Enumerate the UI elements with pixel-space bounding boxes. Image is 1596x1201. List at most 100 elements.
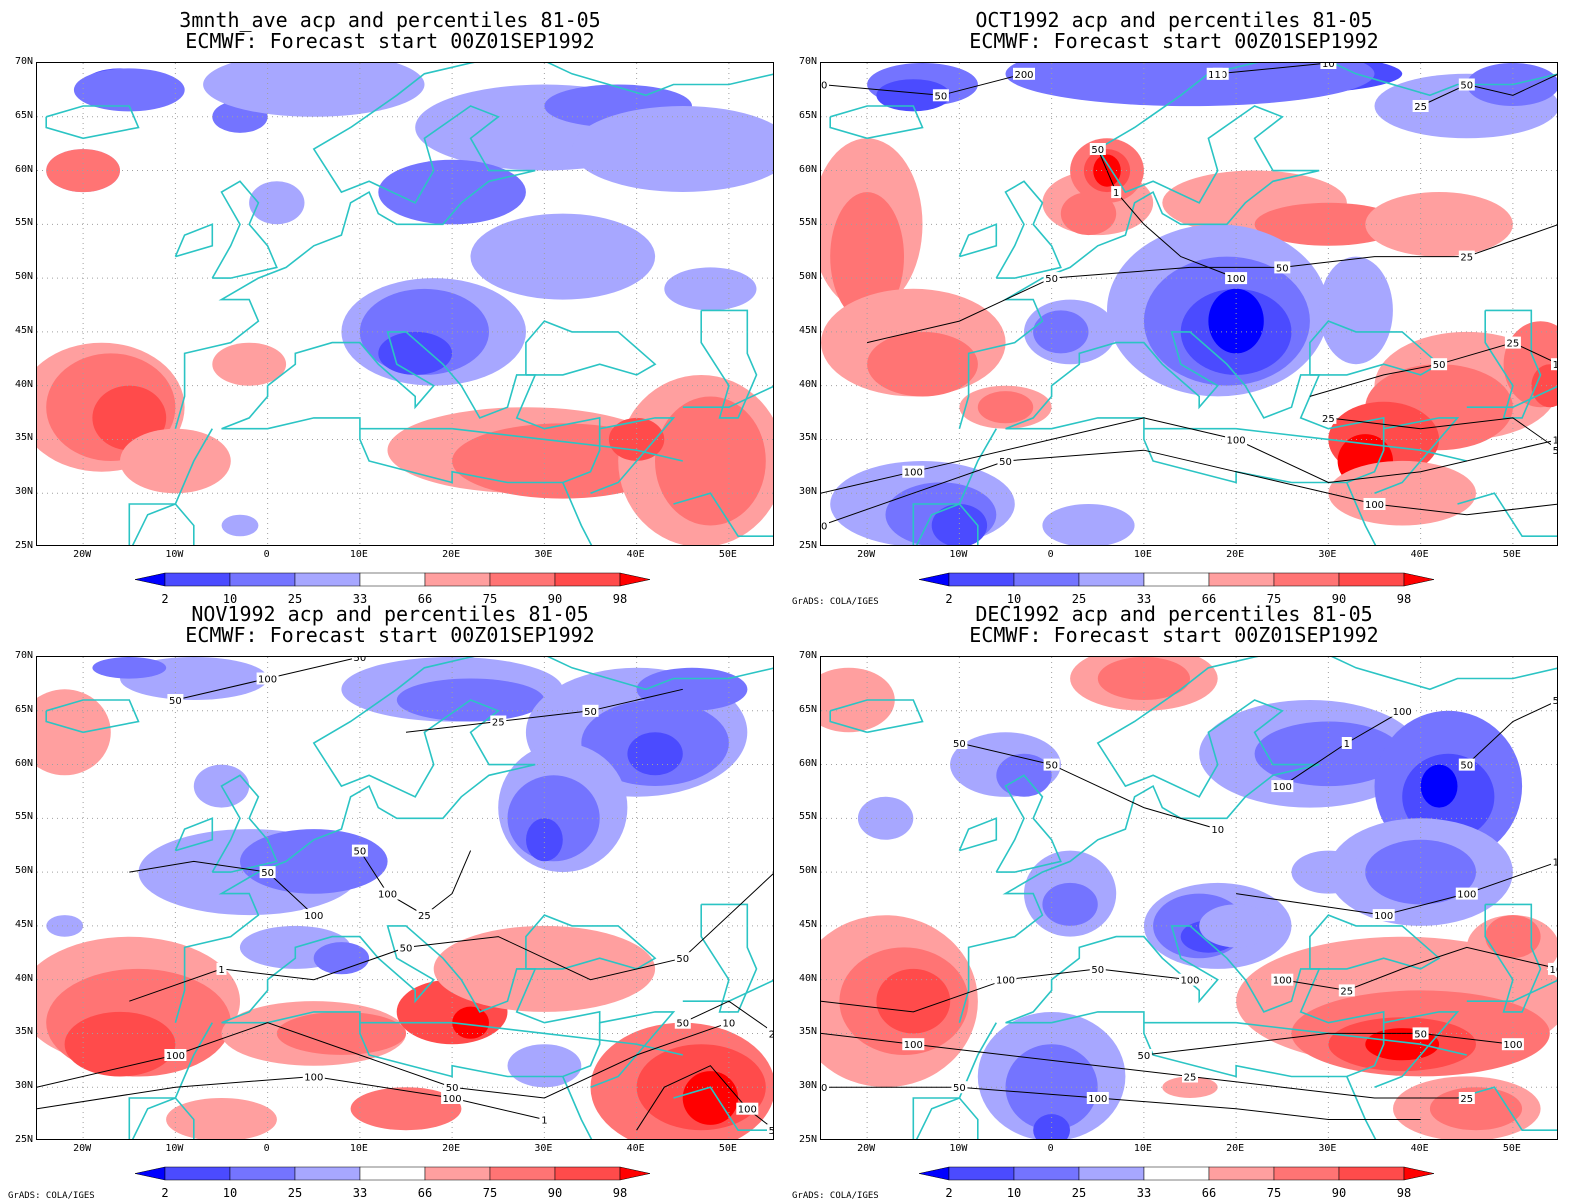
contour-line <box>866 224 1557 344</box>
contour-label-bg <box>1320 411 1337 424</box>
longitude-tick-label: 0 <box>1047 1143 1054 1154</box>
colorbar-label: 66 <box>417 1186 433 1200</box>
longitude-tick-label: 20W <box>73 1143 92 1154</box>
colorbar-label: 10 <box>222 1186 238 1200</box>
coastline-path <box>682 385 773 408</box>
coastline-path <box>221 925 601 1078</box>
longitude-tick-label: 0 <box>263 549 270 560</box>
contour-label-bg <box>1431 358 1448 371</box>
latitude-tick-label: 30N <box>798 486 817 498</box>
longitude-tick-label: 20E <box>1226 549 1245 560</box>
contour-label-bg <box>1111 186 1122 199</box>
contour-label-bg <box>767 1124 773 1137</box>
coastline-path <box>562 1076 593 1139</box>
colorbar-label: 33 <box>1136 1186 1152 1200</box>
contour-label: 10 <box>723 1019 736 1030</box>
colorbar-box <box>554 1166 621 1181</box>
contour-label-bg <box>1043 272 1060 285</box>
shading-blob <box>73 68 185 112</box>
contour-label-bg <box>1089 143 1106 155</box>
latitude-tick-label: 70N <box>798 650 817 661</box>
contour-label-bg <box>416 909 433 922</box>
colorbar-box <box>554 572 621 587</box>
shading-blob <box>1005 63 1375 107</box>
coastline-path <box>1484 903 1542 1013</box>
contour-label: 100 <box>166 1051 185 1062</box>
contour-label-bg <box>1212 67 1223 80</box>
shading-blob <box>608 417 665 461</box>
contour-label-bg <box>351 844 368 857</box>
coastline-path <box>211 180 278 279</box>
coastline-path <box>995 180 1062 279</box>
contour-label-bg <box>736 1102 759 1115</box>
shading-blob <box>1097 657 1190 700</box>
coastline-path <box>359 1021 683 1056</box>
longitude-tick-label: 20W <box>857 1143 876 1154</box>
contour-label: 50 <box>354 847 367 858</box>
contour-label-bg <box>674 952 691 965</box>
contour-label-bg <box>1225 433 1248 446</box>
contour-label: 100 <box>1273 976 1292 987</box>
coastline-path <box>1346 482 1377 545</box>
contour-label-bg <box>444 1081 461 1094</box>
contour-label: 25 <box>1460 1094 1473 1105</box>
colorbar-low-arrow <box>134 572 166 587</box>
latitude-tick-label: 50N <box>798 271 817 283</box>
contour-label-bg <box>1551 358 1557 371</box>
coastline-path <box>912 503 979 545</box>
latitude-tick-label: 25N <box>798 1134 817 1145</box>
shading-blob <box>64 1011 176 1077</box>
contour-label-bg <box>302 909 325 922</box>
contour-label: 50 <box>1276 263 1289 274</box>
panel-title: NOV1992 acp and percentiles 81-05 <box>191 602 589 626</box>
coastline-path <box>700 309 758 419</box>
colorbar-label: 98 <box>612 1186 628 1200</box>
graticule <box>821 657 1557 1139</box>
contour-labels: 1005050100200100502550100100505050102550… <box>821 63 1557 533</box>
shading-blob <box>92 657 167 679</box>
contour-label: 50 <box>676 954 689 965</box>
colorbar-box <box>1338 1166 1405 1181</box>
contour-line <box>1217 63 1329 75</box>
colorbar-box <box>359 1166 426 1181</box>
contour-label-bg <box>994 973 1017 986</box>
contour-label-bg <box>1551 444 1557 457</box>
colorbar-low-arrow <box>134 1166 166 1181</box>
contour-label-bg <box>441 1092 464 1104</box>
contour-label: 10 <box>1553 857 1558 868</box>
longitude-tick-label: 30E <box>534 1143 553 1154</box>
contour-label: 50 <box>953 1083 966 1094</box>
latitude-tick-label: 40N <box>798 378 817 390</box>
contour-label-bg <box>902 1038 925 1051</box>
shading-blob <box>627 732 683 776</box>
shading-blob <box>313 942 370 975</box>
contour-line <box>1466 700 1557 765</box>
longitude-tick-label: 10E <box>349 549 368 560</box>
colorbar-low-arrow <box>918 572 950 587</box>
contour-label: 100 <box>1227 274 1246 285</box>
contour-label: 50 <box>169 696 182 707</box>
contour-label: 50 <box>935 91 948 102</box>
colorbar-label: 75 <box>482 592 498 606</box>
contour-label: 50 <box>1460 761 1473 772</box>
contour-line <box>129 873 773 1002</box>
colorbar-label: 2 <box>161 1186 169 1200</box>
coastline-path <box>1309 320 1441 376</box>
colorbar-box <box>164 572 231 587</box>
shading-blob <box>1319 256 1393 365</box>
shading-blob <box>350 1087 462 1131</box>
coastline-path <box>174 657 773 1023</box>
longitude-tick-label: 10E <box>1133 1143 1152 1154</box>
contour-label: 1 <box>1344 739 1350 750</box>
coastline-path <box>221 331 601 484</box>
contour-label-bg <box>398 941 414 954</box>
coastline-path <box>1466 979 1557 1002</box>
contour-label-bg <box>1341 737 1352 749</box>
longitude-tick-label: 30E <box>1318 1143 1337 1154</box>
contour-label-bg <box>932 89 949 102</box>
contour-line <box>959 742 1218 830</box>
coastline-path <box>1309 914 1441 970</box>
colorbar <box>134 572 651 587</box>
contour-label-bg <box>821 78 829 91</box>
shading-layer <box>37 657 773 1139</box>
